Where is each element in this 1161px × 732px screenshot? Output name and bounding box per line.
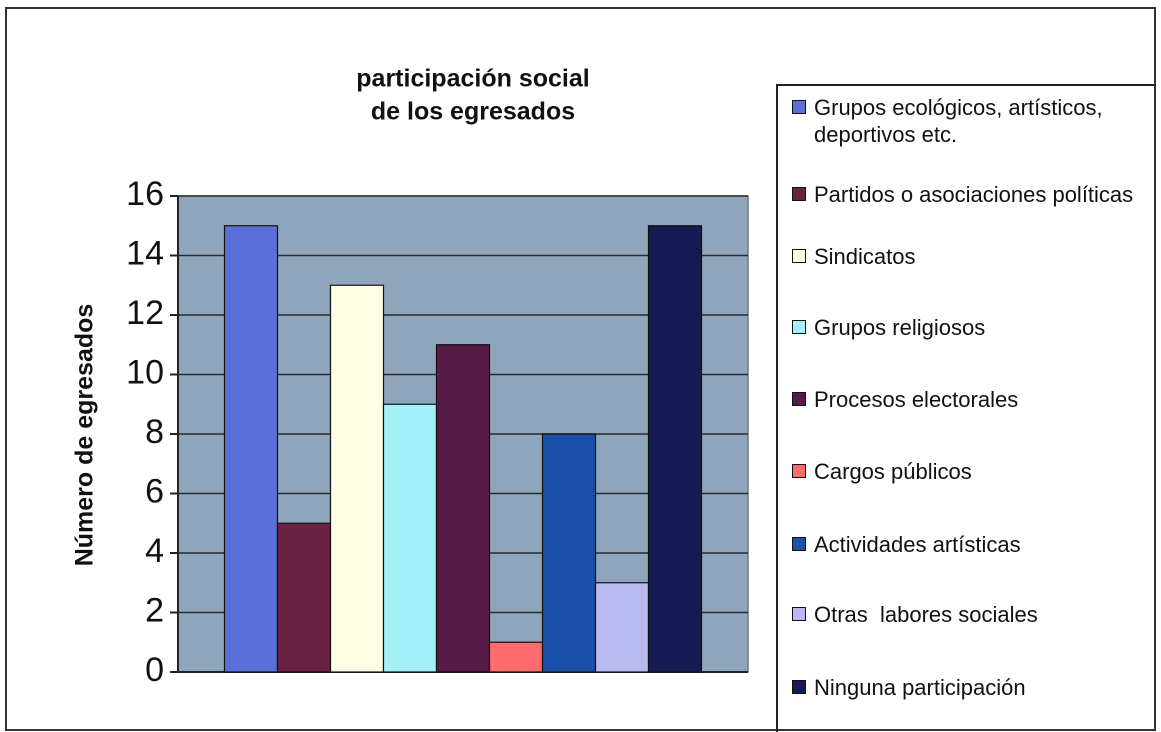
y-tick-label: 8 — [145, 413, 164, 451]
legend-swatch — [792, 607, 806, 621]
legend-label: Grupos religiosos — [814, 315, 986, 340]
legend-label: Actividades artísticas — [814, 532, 1021, 557]
y-axis-label: Número de egresados — [71, 304, 99, 567]
legend-swatch — [792, 680, 806, 694]
legend-item: Actividades artísticas — [792, 531, 1152, 558]
bar — [329, 284, 385, 673]
legend-swatch — [792, 464, 806, 478]
legend-swatch — [792, 100, 806, 114]
legend-swatch — [792, 249, 806, 263]
bar — [541, 433, 597, 673]
legend-label: Sindicatos — [814, 244, 916, 269]
legend-swatch — [792, 537, 806, 551]
y-tick-label: 16 — [126, 175, 164, 213]
y-tick-label: 6 — [145, 472, 164, 510]
legend-label: Otras labores sociales — [814, 602, 1038, 627]
legend-label: Partidos o asociaciones políticas — [814, 182, 1134, 207]
y-tick-label: 2 — [145, 591, 164, 629]
legend-swatch — [792, 320, 806, 334]
legend-item: Otras labores sociales — [792, 601, 1152, 628]
legend-item: Ninguna participación — [792, 674, 1152, 701]
y-tick-label: 4 — [145, 532, 164, 570]
legend-swatch — [792, 187, 806, 201]
y-tick-label: 12 — [126, 294, 164, 332]
legend-item: Cargos públicos — [792, 458, 1152, 485]
chart-title: participación social — [356, 65, 589, 93]
legend-item: Procesos electorales — [792, 386, 1152, 413]
y-tick-label: 14 — [126, 234, 164, 272]
legend: Grupos ecológicos, artísticos, deportivo… — [776, 84, 1156, 732]
y-tick-label: 10 — [126, 353, 164, 391]
bar — [223, 225, 279, 673]
y-tick-label: 0 — [145, 651, 164, 689]
legend-label: Cargos públicos — [814, 459, 972, 484]
chart-border — [5, 7, 1156, 731]
legend-label: Procesos electorales — [814, 387, 1019, 412]
bar — [647, 225, 703, 673]
legend-label: Ninguna participación — [814, 675, 1026, 700]
legend-item: Sindicatos — [792, 243, 1152, 270]
legend-item: Grupos religiosos — [792, 314, 1152, 341]
chart-title: de los egresados — [371, 98, 575, 126]
bar — [435, 344, 491, 673]
legend-item: Partidos o asociaciones políticas — [792, 181, 1152, 208]
legend-label: Grupos ecológicos, artísticos, deportivo… — [814, 95, 1109, 147]
legend-swatch — [792, 392, 806, 406]
bar — [382, 403, 438, 673]
legend-item: Grupos ecológicos, artísticos, deportivo… — [792, 94, 1152, 148]
bar — [488, 641, 544, 673]
bar — [276, 522, 332, 673]
bar — [594, 582, 650, 673]
